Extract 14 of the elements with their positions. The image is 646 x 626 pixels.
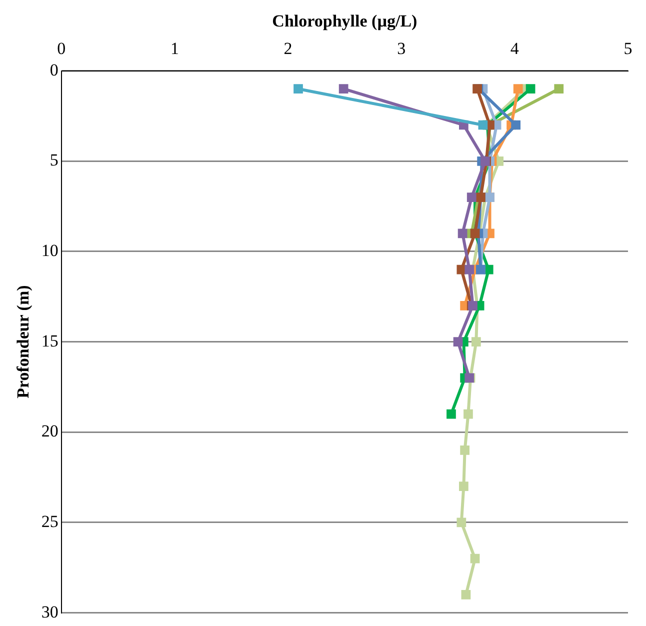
x-tick-label: 3 <box>397 39 406 58</box>
x-tick-label: 4 <box>510 39 520 58</box>
x-tick-label: 2 <box>284 39 292 58</box>
y-tick-label: 25 <box>41 512 58 531</box>
y-axis-title: Profondeur (m) <box>14 285 33 398</box>
x-tick-label: 1 <box>170 39 179 58</box>
x-axis-title: Chlorophylle (µg/L) <box>272 12 418 31</box>
x-tick-label: 5 <box>624 39 632 58</box>
y-tick-label: 30 <box>41 602 58 622</box>
y-tick-label: 20 <box>41 422 58 441</box>
y-tick-label: 5 <box>50 150 58 170</box>
y-tick-label: 15 <box>41 331 58 350</box>
y-tick-label: 10 <box>41 240 58 260</box>
y-tick-label: 0 <box>50 60 58 80</box>
